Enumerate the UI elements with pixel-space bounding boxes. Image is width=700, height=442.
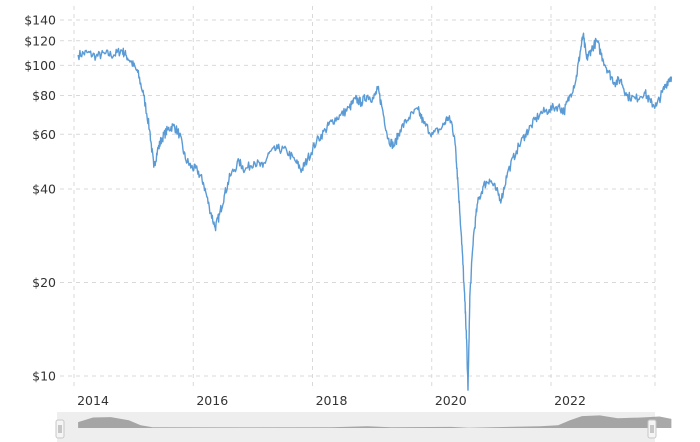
navigator-right-handle[interactable] <box>647 419 657 439</box>
grid-layer <box>60 6 656 389</box>
price-series-line <box>77 32 673 391</box>
y-tick-label: $120 <box>24 33 56 48</box>
y-tick-label: $140 <box>24 13 56 28</box>
y-tick-label: $40 <box>32 181 56 196</box>
y-tick-label: $60 <box>32 127 56 142</box>
range-navigator[interactable] <box>55 412 672 442</box>
navigator-left-handle[interactable] <box>55 419 65 439</box>
y-tick-label: $100 <box>24 58 56 73</box>
x-tick-label: 2022 <box>554 393 586 408</box>
y-tick-label: $10 <box>32 369 56 384</box>
series-layer <box>77 32 673 391</box>
x-tick-label: 2016 <box>196 393 228 408</box>
x-tick-label: 2014 <box>77 393 109 408</box>
x-tick-label: 2018 <box>316 393 348 408</box>
y-tick-label: $80 <box>32 88 56 103</box>
y-tick-label: $20 <box>32 275 56 290</box>
y-axis-ticks: $10 $20 $40 $60 $80 $100 $120 $140 <box>24 13 56 384</box>
navigator-area <box>78 415 672 428</box>
x-tick-label: 2020 <box>435 393 467 408</box>
x-axis-ticks: 2014 2016 2018 2020 2022 <box>77 393 586 408</box>
